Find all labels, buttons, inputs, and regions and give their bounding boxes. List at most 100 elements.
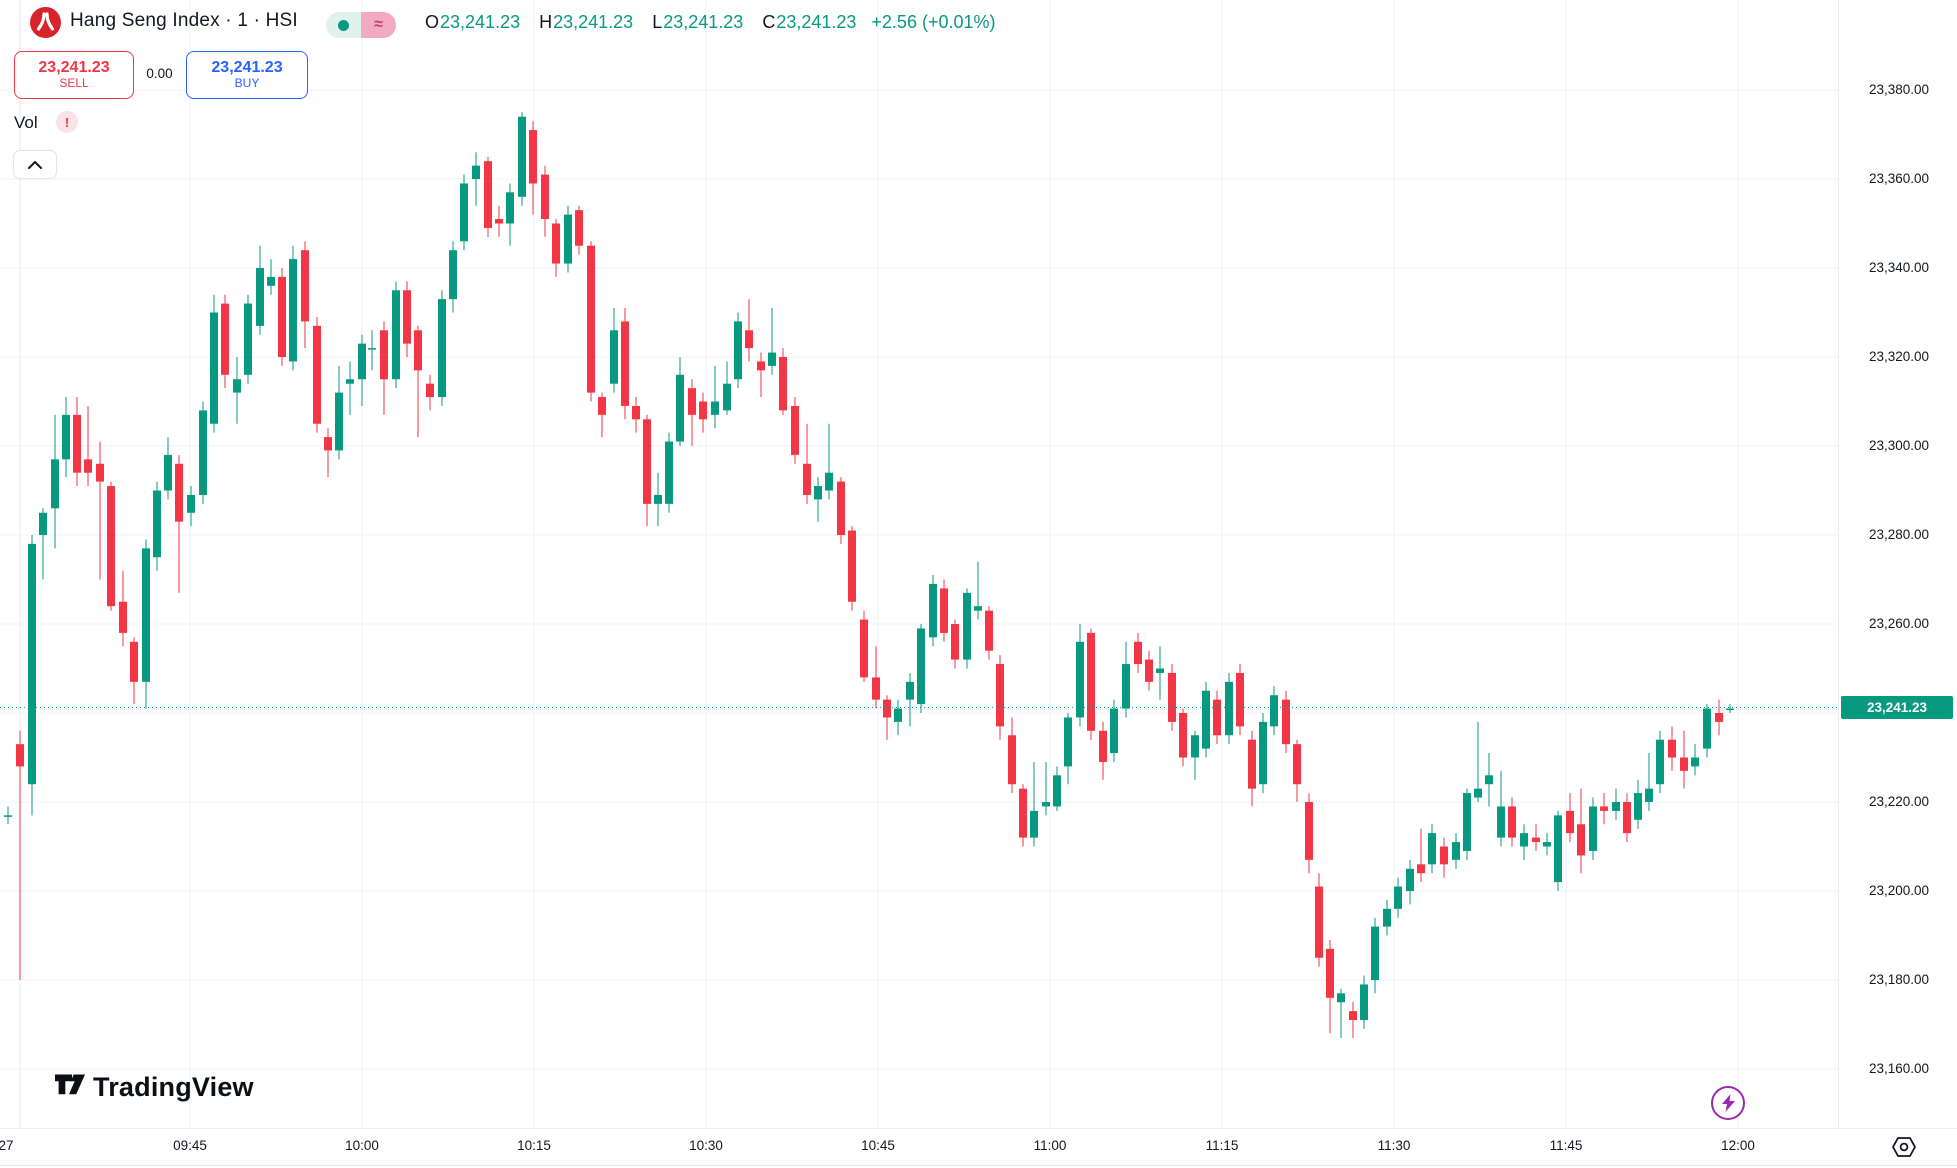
- close-label: C: [762, 12, 776, 32]
- candle-body: [1394, 886, 1402, 909]
- candle: [119, 570, 127, 647]
- candle: [84, 405, 92, 487]
- visibility-toggle-icon[interactable]: [326, 12, 361, 38]
- session-settings-icon[interactable]: [1891, 1136, 1917, 1163]
- sell-button[interactable]: 23,241.23 SELL: [14, 51, 134, 99]
- candle-body: [676, 374, 684, 442]
- candle: [414, 325, 422, 438]
- candle-body: [632, 405, 640, 420]
- candle: [1600, 793, 1608, 825]
- candle: [951, 619, 959, 669]
- candle: [1656, 730, 1664, 794]
- candle: [1703, 704, 1711, 758]
- time-tick-label[interactable]: 09:45: [173, 1138, 207, 1153]
- candle: [552, 219, 560, 277]
- candle-body: [1053, 775, 1061, 807]
- time-tick-label[interactable]: 11:15: [1205, 1138, 1239, 1153]
- candle: [1497, 770, 1505, 847]
- volume-indicator-label[interactable]: Vol: [14, 113, 38, 132]
- candle-body: [814, 486, 822, 500]
- candle-body: [1213, 699, 1221, 736]
- candle: [1179, 708, 1187, 767]
- price-tick-label[interactable]: 23,380.00: [1868, 82, 1930, 97]
- candle: [996, 655, 1004, 740]
- instant-order-button[interactable]: [1711, 1086, 1745, 1120]
- candle-body: [1156, 668, 1164, 673]
- time-axis[interactable]: 27 09:45 10:00 10:15 10:30 10:45 11:00 11:15 11:…: [0, 1128, 1957, 1166]
- candle: [153, 481, 161, 571]
- candle: [392, 281, 400, 389]
- candle: [837, 477, 845, 544]
- candle: [175, 454, 183, 593]
- price-tick-label[interactable]: 23,180.00: [1868, 972, 1930, 987]
- candle: [142, 539, 150, 709]
- time-tick-label[interactable]: 12:00: [1721, 1138, 1755, 1153]
- price-tick-label[interactable]: 23,320.00: [1868, 349, 1930, 364]
- candle: [757, 352, 765, 398]
- candle: [426, 374, 434, 411]
- candle: [301, 241, 309, 349]
- change-value: +2.56 (+0.01%): [871, 12, 996, 32]
- candle-body: [860, 619, 868, 678]
- candle-body: [1099, 730, 1107, 762]
- current-price-value: 23,241.23: [1866, 700, 1928, 716]
- collapse-panel-button[interactable]: [13, 150, 57, 179]
- price-tick-label[interactable]: 23,280.00: [1868, 527, 1930, 542]
- candle-body: [1383, 908, 1391, 927]
- price-tick-label[interactable]: 23,160.00: [1868, 1061, 1930, 1076]
- candle: [164, 437, 172, 500]
- price-tick-label[interactable]: 23,360.00: [1868, 171, 1930, 186]
- buy-label: BUY: [234, 76, 260, 91]
- candle-body: [1668, 739, 1676, 758]
- candle-body: [894, 708, 902, 722]
- candle-body: [803, 463, 811, 495]
- candle-body: [449, 250, 457, 300]
- approx-toggle-icon[interactable]: ≈: [361, 12, 396, 38]
- candle-body: [688, 388, 696, 415]
- price-tick-label[interactable]: 23,300.00: [1868, 438, 1930, 453]
- candle-body: [28, 543, 36, 785]
- candle-body: [940, 588, 948, 633]
- candle: [929, 575, 937, 647]
- price-tick-label[interactable]: 23,340.00: [1868, 260, 1930, 275]
- candle: [1680, 730, 1688, 789]
- candle-body: [598, 397, 606, 415]
- candle-body: [460, 183, 468, 242]
- green-dot-icon: [338, 19, 349, 31]
- high-label: H: [539, 12, 553, 32]
- candle-body: [267, 276, 275, 286]
- time-tick-label[interactable]: 10:45: [861, 1138, 895, 1153]
- candle: [324, 428, 332, 478]
- candle-body: [564, 214, 572, 264]
- time-tick-label[interactable]: 27: [0, 1138, 14, 1153]
- candle: [963, 588, 971, 669]
- candle-body: [301, 250, 309, 322]
- candle-body: [1612, 802, 1620, 811]
- candle-body: [346, 379, 354, 384]
- time-tick-label[interactable]: 10:00: [345, 1138, 379, 1153]
- candle-body: [1656, 739, 1664, 785]
- time-tick-label[interactable]: 11:00: [1033, 1138, 1067, 1153]
- candle-body: [1236, 672, 1244, 727]
- candle-body: [1122, 664, 1130, 709]
- indicator-alert-icon[interactable]: !: [56, 111, 78, 133]
- candle: [940, 579, 948, 642]
- price-tick-label[interactable]: 23,220.00: [1868, 794, 1930, 809]
- time-tick-label[interactable]: 10:30: [689, 1138, 723, 1153]
- time-tick-label[interactable]: 10:15: [517, 1138, 551, 1153]
- buy-button[interactable]: 23,241.23 BUY: [186, 51, 308, 99]
- candle: [1064, 713, 1072, 785]
- time-tick-label[interactable]: 11:45: [1549, 1138, 1583, 1153]
- candle-body: [1248, 739, 1256, 789]
- candle: [1406, 859, 1414, 905]
- symbol-title[interactable]: Hang Seng Index · 1 · HSI: [70, 10, 298, 31]
- price-tick-label[interactable]: 23,260.00: [1868, 616, 1930, 631]
- price-axis[interactable]: 23,241.23 23,380.00 23,360.00 23,340.00 23,…: [1838, 0, 1957, 1128]
- time-tick-label[interactable]: 11:30: [1377, 1138, 1411, 1153]
- candle-body: [779, 357, 787, 411]
- candle-body: [1360, 984, 1368, 1021]
- price-tick-label[interactable]: 23,200.00: [1868, 883, 1930, 898]
- candle: [974, 561, 982, 620]
- candle: [256, 245, 264, 335]
